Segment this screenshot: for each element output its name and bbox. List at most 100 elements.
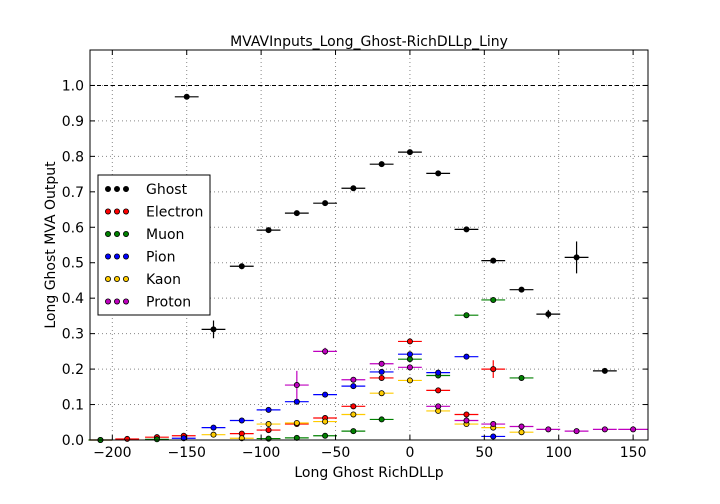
data-point <box>518 374 525 381</box>
data-point <box>350 428 357 435</box>
y-axis-label: Long Ghost MVA Output <box>43 161 59 329</box>
data-point <box>153 436 160 443</box>
series-kaon <box>201 377 534 442</box>
data-point <box>406 338 413 345</box>
legend-marker <box>105 230 112 237</box>
series-muon <box>88 296 534 443</box>
data-point <box>378 390 385 397</box>
legend-label: Muon <box>146 227 184 243</box>
data-point <box>406 356 413 363</box>
data-point <box>238 417 245 424</box>
data-point <box>435 387 442 394</box>
data-point <box>518 423 525 430</box>
legend-label: Proton <box>146 295 191 311</box>
legend-box <box>97 174 211 316</box>
data-point <box>378 368 385 375</box>
data-point <box>601 426 608 433</box>
data-point <box>463 226 470 233</box>
data-point <box>463 312 470 319</box>
data-point <box>406 351 413 358</box>
data-point <box>293 210 300 217</box>
data-point <box>378 161 385 168</box>
plot-frame <box>89 49 649 441</box>
legend-marker <box>105 275 112 282</box>
series-proton <box>284 347 648 435</box>
data-point <box>124 435 131 442</box>
ticks: −200 −150 −100 −50 0 50 100 150 0.0 0.1 0.2 0.3 0.4 0… <box>62 50 648 461</box>
y-tick-label: 0.6 <box>62 220 84 236</box>
x-tick-label: 50 <box>475 445 493 461</box>
data-point <box>435 403 442 410</box>
data-point <box>490 421 497 428</box>
y-tick-label: 0.3 <box>62 327 84 343</box>
data-point <box>350 383 357 390</box>
data-point <box>490 366 497 373</box>
series-pion <box>171 351 506 442</box>
data-point <box>490 433 497 440</box>
legend: Ghost Electron Muon Pion Kaon Proton <box>97 174 211 316</box>
y-tick-label: 0.8 <box>62 149 84 165</box>
y-tick-label: 0.2 <box>62 362 84 378</box>
data-point <box>350 376 357 383</box>
y-tick-label: 0.0 <box>62 433 84 449</box>
legend-marker <box>123 230 130 237</box>
legend-label: Kaon <box>146 272 181 288</box>
data-point <box>265 227 272 234</box>
data-point <box>490 296 497 303</box>
legend-marker <box>114 298 121 305</box>
data-point <box>322 348 329 355</box>
data-point <box>545 311 552 318</box>
legend-marker <box>114 185 121 192</box>
data-point <box>490 257 497 264</box>
x-tick-label: 0 <box>405 445 414 461</box>
data-point <box>378 416 385 423</box>
data-point <box>210 424 217 431</box>
y-tick-label: 1.0 <box>62 78 84 94</box>
data-point <box>545 426 552 433</box>
legend-label: Pion <box>146 250 175 266</box>
y-tick-label: 0.7 <box>62 185 84 201</box>
y-tick-label: 0.1 <box>62 398 84 414</box>
legend-marker <box>114 208 121 215</box>
data-point <box>350 403 357 410</box>
x-tick-label: −100 <box>242 445 280 461</box>
data-point <box>406 364 413 371</box>
legend-marker <box>105 298 112 305</box>
data-point <box>601 367 608 374</box>
data-point <box>293 382 300 389</box>
data-point <box>265 421 272 428</box>
data-point <box>463 417 470 424</box>
data-point <box>435 369 442 376</box>
legend-marker <box>123 185 130 192</box>
x-tick-label: 150 <box>620 445 647 461</box>
data-point <box>406 377 413 384</box>
data-point <box>210 326 217 333</box>
data-point <box>322 200 329 207</box>
legend-marker <box>105 185 112 192</box>
legend-marker <box>123 275 130 282</box>
x-tick-label: −200 <box>93 445 131 461</box>
legend-label: Electron <box>146 205 203 221</box>
x-axis-label: Long Ghost RichDLLp <box>294 465 443 481</box>
data-point <box>630 426 637 433</box>
chart-title: MVAVInputs_Long_Ghost-RichDLLp_Liny <box>230 34 508 50</box>
data-point <box>406 149 413 156</box>
data-point <box>518 429 525 436</box>
legend-marker <box>105 208 112 215</box>
x-tick-label: 100 <box>545 445 572 461</box>
data-point <box>435 170 442 177</box>
y-tick-label: 0.4 <box>62 291 84 307</box>
legend-label: Ghost <box>146 182 188 198</box>
data-point <box>238 263 245 270</box>
data-point <box>350 411 357 418</box>
data-point <box>463 411 470 418</box>
legend-marker <box>105 253 112 260</box>
data-point <box>322 418 329 425</box>
legend-marker <box>123 208 130 215</box>
data-layer <box>88 93 648 443</box>
legend-marker <box>114 253 121 260</box>
x-tick-label: −150 <box>167 445 205 461</box>
data-point <box>518 286 525 293</box>
data-point <box>350 185 357 192</box>
